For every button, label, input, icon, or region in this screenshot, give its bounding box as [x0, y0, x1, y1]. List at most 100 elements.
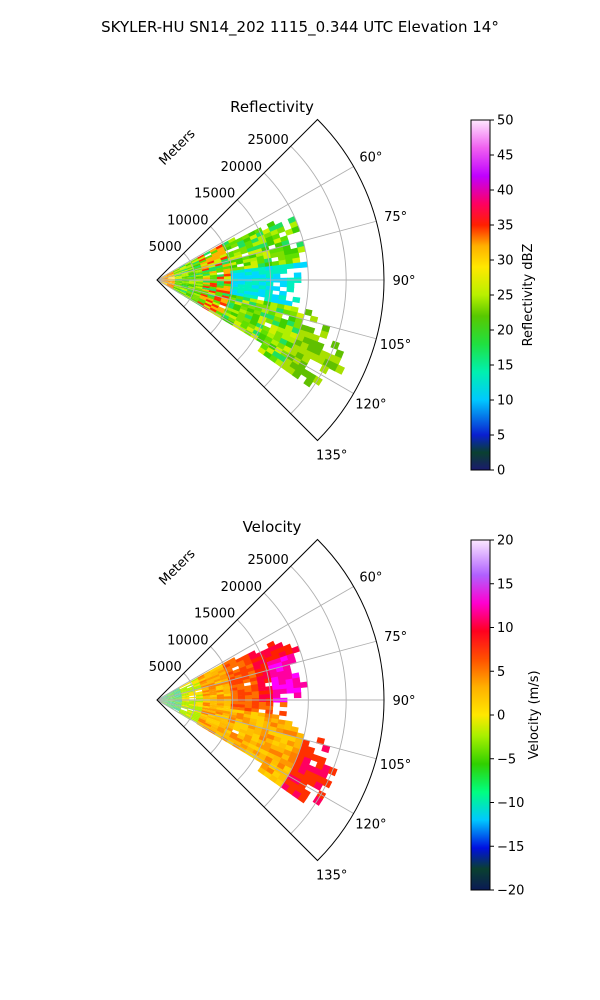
echo-cell	[167, 693, 175, 697]
colorbar-tick-label: 20	[497, 534, 514, 549]
echo-cell	[293, 272, 302, 279]
echo-cell	[227, 657, 236, 664]
echo-cell	[277, 354, 287, 363]
echo-cell	[221, 660, 230, 667]
echo-cell	[198, 677, 207, 683]
echo-cell	[178, 291, 186, 296]
echo-cell	[233, 740, 242, 747]
echo-cell	[234, 721, 243, 727]
echo-cell	[172, 267, 180, 272]
echo-cell	[219, 253, 228, 259]
echo-cell	[160, 280, 169, 282]
reflectivity-field	[160, 216, 345, 388]
echo-cell	[265, 269, 274, 275]
azimuth-tick-label: 135°	[316, 449, 347, 464]
echo-cell	[271, 260, 280, 267]
echo-cell	[265, 281, 274, 287]
echo-cell	[297, 245, 306, 253]
echo-cell	[262, 227, 271, 235]
echo-cell	[262, 647, 271, 655]
echo-cell	[167, 694, 175, 697]
echo-cell	[223, 703, 232, 707]
echo-cell	[291, 252, 300, 259]
echo-cell	[284, 228, 294, 236]
echo-cell	[229, 239, 238, 246]
echo-cell	[245, 243, 254, 250]
echo-cell	[174, 697, 183, 700]
echo-cell	[234, 674, 243, 680]
echo-cell	[215, 684, 224, 689]
echo-cell	[174, 701, 183, 704]
echo-cell	[258, 270, 267, 275]
echo-cell	[217, 726, 226, 732]
echo-cell	[265, 705, 274, 711]
echo-cell	[166, 704, 174, 709]
echo-cell	[304, 308, 313, 317]
echo-cell	[221, 295, 230, 300]
colorbar-tick-label: 15	[497, 359, 514, 374]
echo-cell	[250, 264, 259, 269]
echo-cell	[276, 226, 286, 234]
echo-cell	[203, 670, 211, 677]
echo-cell	[266, 313, 275, 321]
azimuth-spoke	[156, 699, 377, 760]
echo-cell	[223, 701, 232, 705]
echo-cell	[179, 266, 187, 271]
echo-cell	[194, 290, 202, 294]
echo-cell	[220, 255, 229, 261]
echo-cell	[195, 277, 204, 280]
echo-cell	[291, 369, 302, 380]
echo-cell	[195, 286, 203, 289]
echo-cell	[264, 713, 273, 719]
echo-cell	[236, 239, 245, 246]
echo-cell	[284, 720, 293, 727]
azimuth-tick-label: 75°	[384, 630, 407, 645]
echo-cell	[208, 264, 216, 269]
echo-cell	[197, 300, 205, 307]
echo-cell	[174, 281, 183, 284]
echo-cell	[199, 296, 207, 301]
echo-cell	[241, 320, 250, 327]
echo-cell	[192, 681, 201, 687]
echo-cell	[240, 305, 249, 312]
echo-cell	[167, 696, 176, 699]
echo-cell	[265, 709, 273, 715]
echo-cell	[266, 752, 276, 760]
echo-cell	[235, 260, 244, 265]
echo-cell	[221, 678, 229, 683]
echo-cell	[276, 342, 286, 351]
echo-cell	[260, 749, 269, 757]
echo-cell	[167, 702, 176, 705]
echo-cell	[286, 286, 295, 293]
echo-cell	[316, 355, 326, 366]
range-tick-label: 25000	[247, 133, 288, 148]
echo-cell	[160, 695, 168, 699]
echo-cell	[250, 684, 259, 689]
echo-cell	[223, 276, 232, 280]
echo-cell	[282, 765, 292, 774]
echo-cell	[321, 744, 331, 754]
echo-cell	[193, 684, 202, 689]
azimuth-tick-label: 90°	[392, 694, 415, 709]
echo-cell	[268, 224, 278, 233]
echo-cell	[207, 260, 215, 265]
echo-cell	[173, 689, 181, 693]
echo-cell	[232, 248, 241, 254]
echo-cell	[293, 262, 301, 269]
colorbar-tick-label: 0	[497, 709, 505, 724]
echo-cell	[211, 671, 220, 677]
echo-cell	[166, 271, 174, 276]
echo-cell	[180, 687, 188, 692]
echo-cell	[246, 727, 255, 734]
echo-cell	[241, 653, 250, 661]
echo-cell	[244, 695, 253, 699]
echo-cell	[277, 719, 286, 726]
echo-cell	[200, 291, 209, 296]
velocity-colorbar-label: Velocity (m/s)	[527, 670, 542, 759]
echo-cell	[270, 339, 280, 347]
echo-cell	[264, 677, 272, 684]
echo-cell	[262, 745, 271, 753]
echo-cell	[181, 281, 190, 283]
echo-cell	[195, 271, 203, 274]
echo-cell	[192, 680, 200, 685]
